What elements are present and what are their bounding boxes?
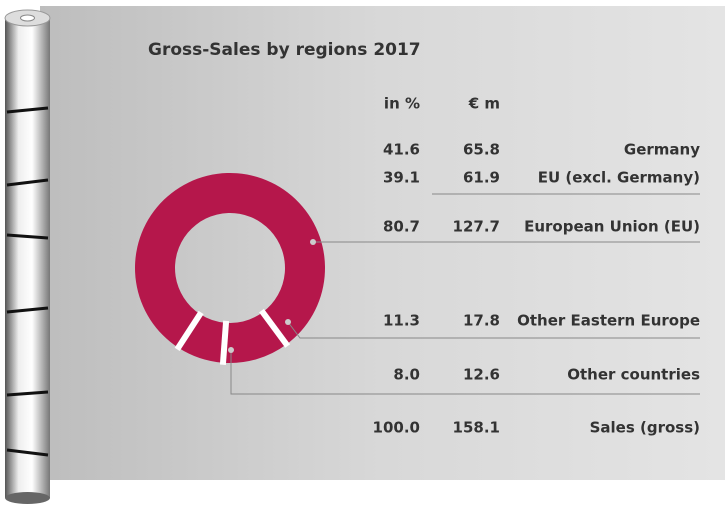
roll — [4, 9, 51, 504]
region-label: European Union (EU) — [524, 218, 700, 236]
region-label: Germany — [624, 141, 700, 159]
percent-label: 80.7 — [383, 218, 420, 236]
segment-gap — [174, 310, 204, 351]
leader-dot — [285, 319, 291, 325]
column-header: in % — [384, 95, 420, 113]
region-label: Other Eastern Europe — [517, 312, 700, 330]
chart-title: Gross-Sales by regions 2017 — [148, 40, 421, 60]
segment-gap — [259, 308, 291, 348]
segment-gap — [219, 320, 230, 365]
leader-dot — [310, 239, 316, 245]
million-label: 12.6 — [463, 366, 500, 384]
million-label: 17.8 — [463, 312, 500, 330]
million-label: 158.1 — [453, 419, 500, 437]
leader-dot — [228, 347, 234, 353]
donut-segment — [178, 314, 226, 363]
percent-label: 11.3 — [383, 312, 420, 330]
region-label: Sales (gross) — [590, 419, 700, 437]
leader-line — [230, 350, 700, 395]
percent-label: 39.1 — [383, 169, 420, 187]
million-label: 127.7 — [453, 218, 500, 236]
region-label: Other countries — [567, 366, 700, 384]
region-label: EU (excl. Germany) — [538, 169, 700, 187]
percent-label: 8.0 — [393, 366, 420, 384]
percent-label: 100.0 — [373, 419, 420, 437]
leader-line — [287, 321, 700, 339]
donut-segment — [135, 173, 325, 348]
million-label: 61.9 — [463, 169, 500, 187]
column-header: € m — [468, 95, 500, 113]
million-label: 65.8 — [463, 141, 500, 159]
percent-label: 41.6 — [383, 141, 420, 159]
